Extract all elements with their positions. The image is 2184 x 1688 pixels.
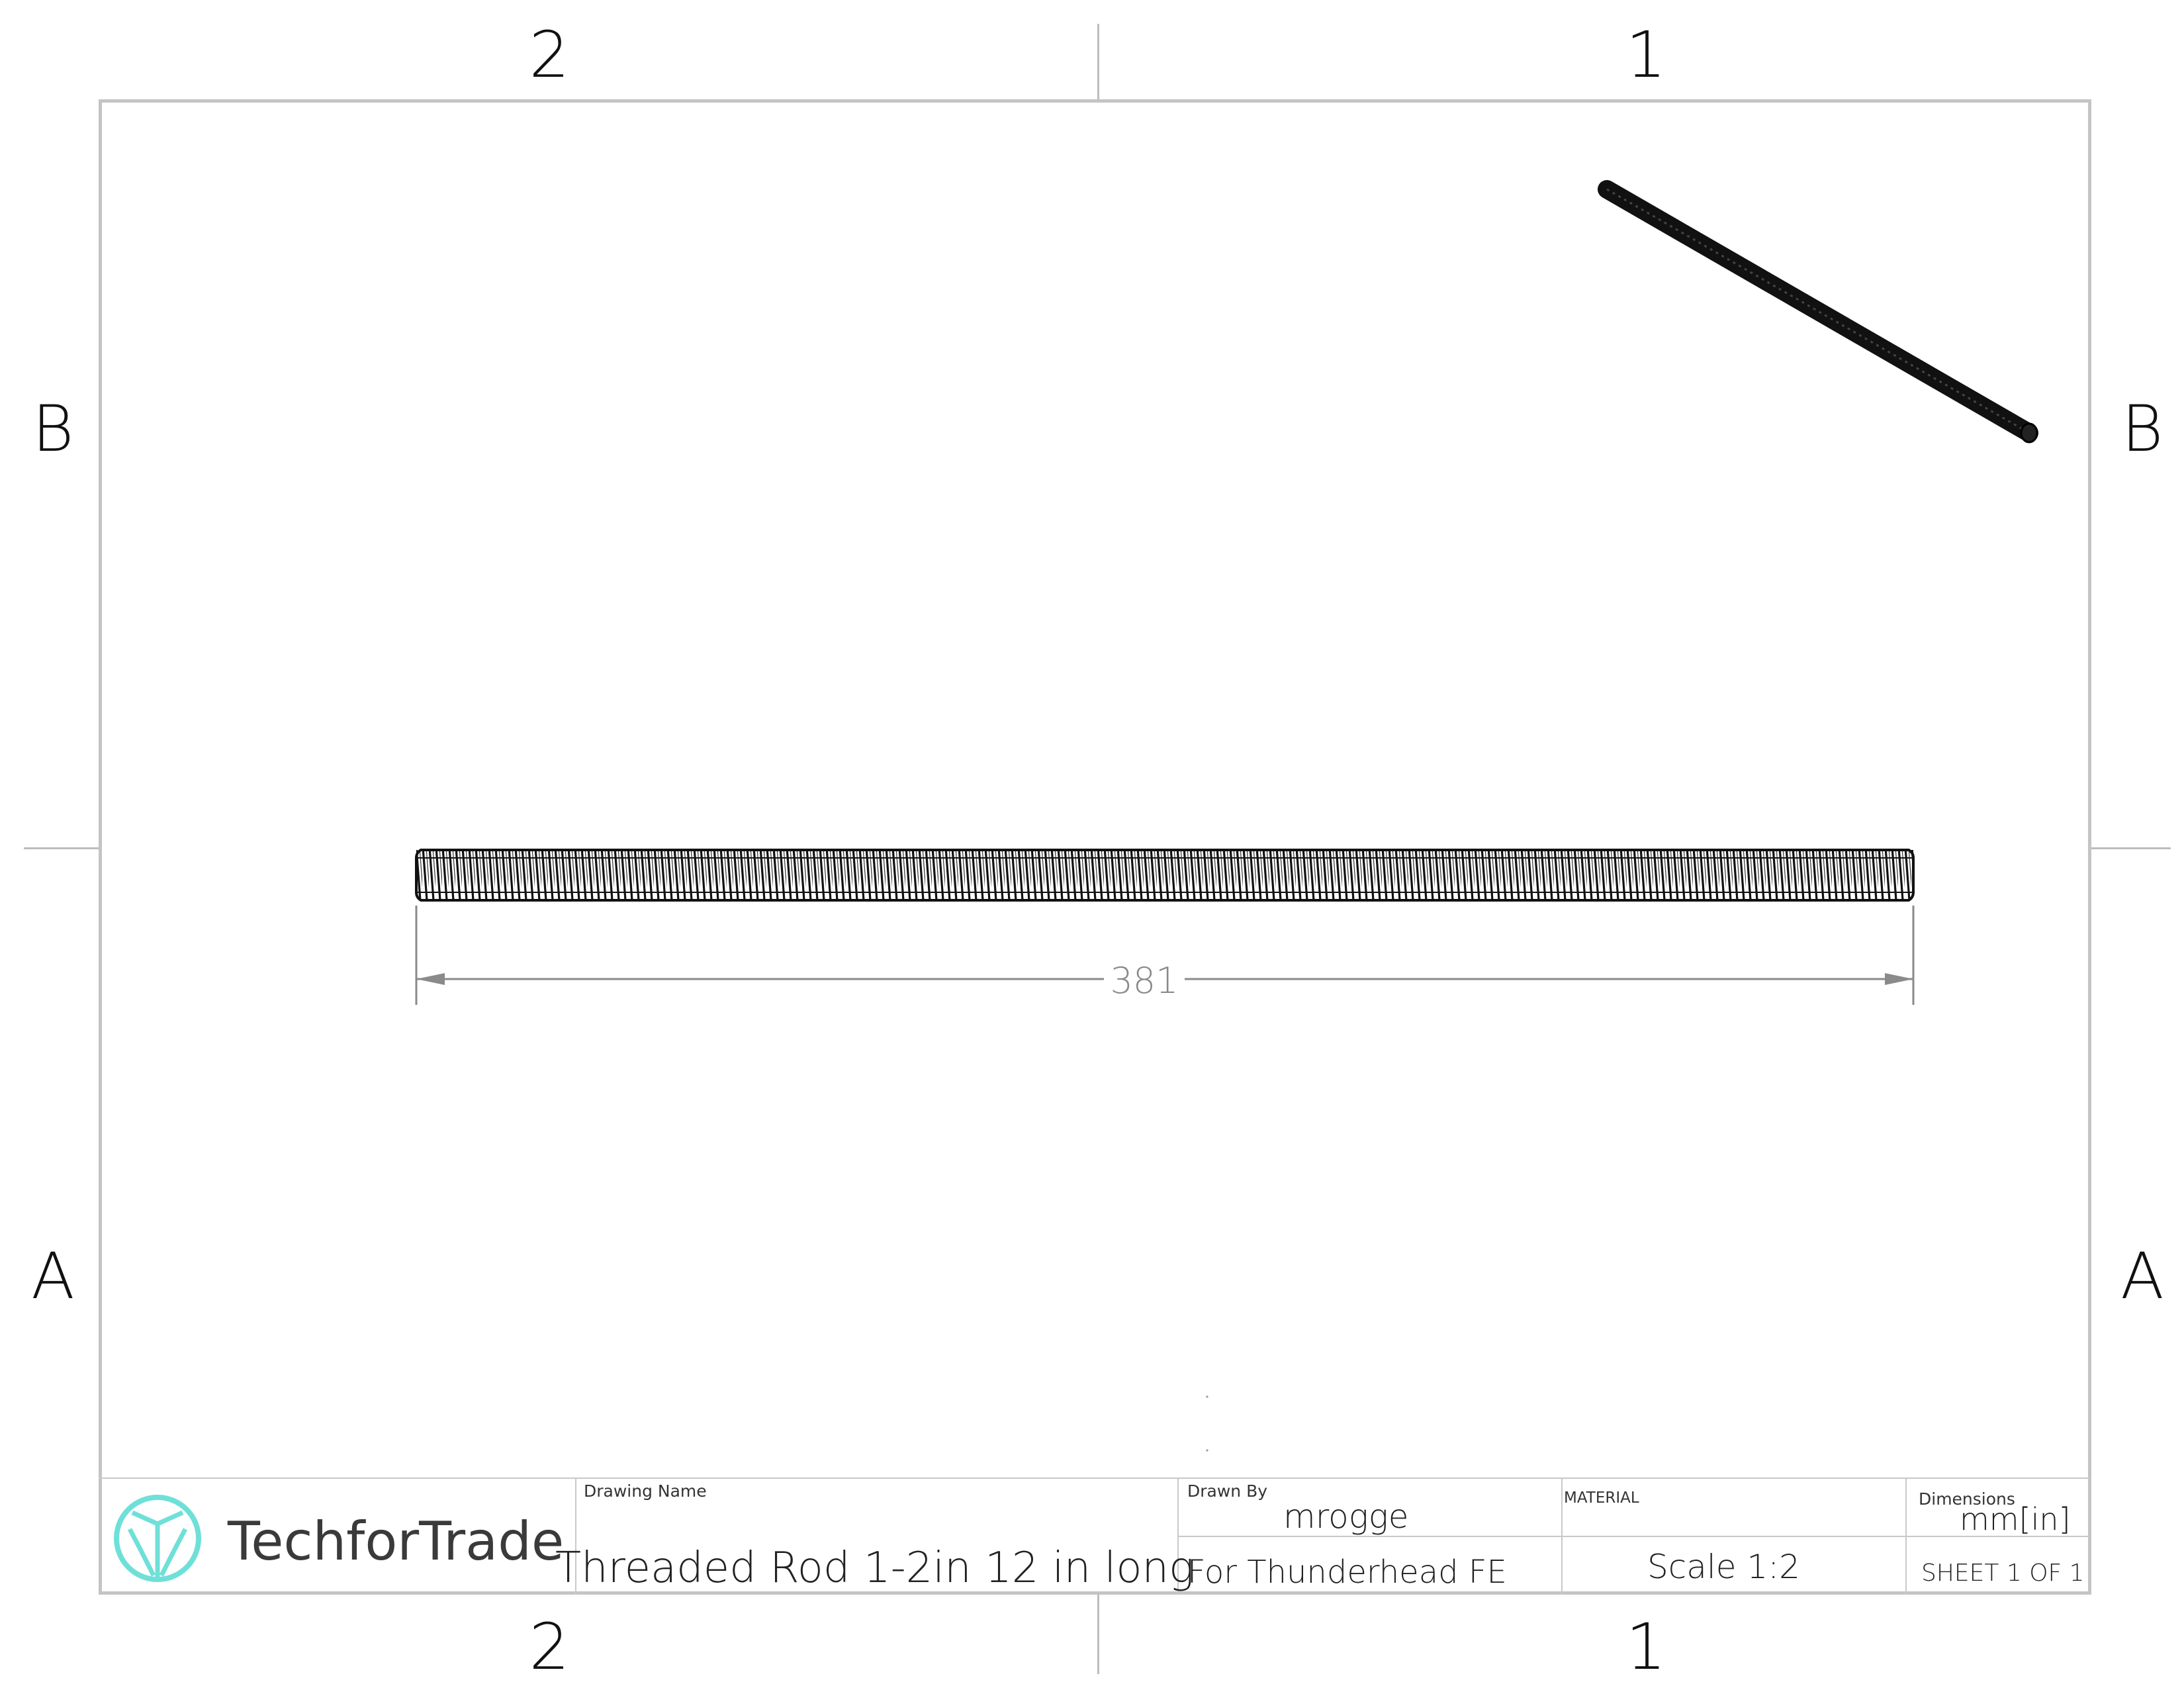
project-cell	[1177, 1536, 1561, 1595]
zone-column-1-bottom: 1	[1625, 1610, 1666, 1684]
material-cell	[1561, 1477, 1905, 1536]
title-block: TechforTrade Drawing Name Threaded Rod 1…	[99, 1477, 2091, 1595]
zone-column-1-top: 1	[1625, 18, 1666, 92]
scale-cell	[1561, 1536, 1905, 1595]
zone-divider-top	[1097, 24, 1099, 99]
zone-column-2-bottom: 2	[529, 1610, 570, 1684]
company-name: TechforTrade	[228, 1511, 565, 1572]
zone-row-b-left: B	[32, 392, 74, 466]
length-dimension	[415, 906, 1915, 1005]
techfortrade-logo-icon	[114, 1495, 201, 1582]
drawn-by-label: Drawn By	[1187, 1481, 1268, 1501]
material-label: MATERIAL	[1564, 1489, 1639, 1507]
drawing-name-label: Drawing Name	[584, 1481, 707, 1501]
dimension-value: 381	[1110, 960, 1179, 1002]
drawn-by: mrogge	[1283, 1497, 1409, 1536]
zone-row-a-left: A	[31, 1239, 75, 1313]
drawing-name-cell	[575, 1477, 1177, 1595]
isometric-view	[1598, 180, 2038, 444]
sheet-cell	[1905, 1536, 2091, 1595]
drawn-by-cell	[1177, 1477, 1561, 1536]
zone-divider-left	[24, 847, 99, 849]
zone-divider-right	[2091, 847, 2171, 849]
front-view-threaded-rod	[415, 849, 1915, 902]
scale-value: Scale 1:2	[1647, 1548, 1800, 1586]
logo-cell	[99, 1477, 575, 1595]
drawing-frame	[99, 99, 2091, 1595]
units-value: mm[in]	[1960, 1501, 2071, 1537]
zone-row-b-right: B	[2121, 392, 2163, 466]
zone-column-2-top: 2	[529, 18, 570, 92]
zone-divider-bottom	[1097, 1595, 1099, 1674]
sheet-value: SHEET 1 OF 1	[1921, 1560, 2085, 1587]
project-name: For Thunderhead FE	[1187, 1554, 1507, 1591]
zone-row-a-right: A	[2120, 1239, 2164, 1313]
dimensions-label: Dimensions	[1919, 1489, 2015, 1509]
dimensions-cell	[1905, 1477, 2091, 1536]
drawing-name: Threaded Rod 1-2in 12 in long	[555, 1544, 1195, 1593]
